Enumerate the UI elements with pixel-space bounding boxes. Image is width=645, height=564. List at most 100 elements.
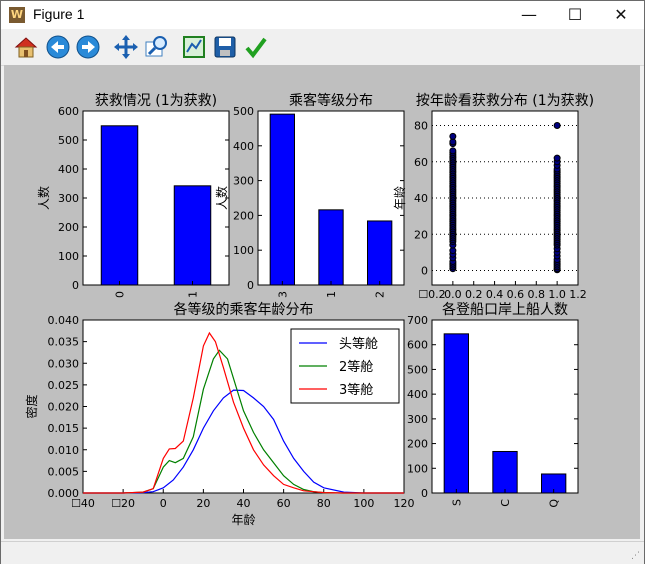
resize-grip-icon[interactable]: ⋰ — [631, 551, 640, 561]
embarked-chart-xtick-label: C — [499, 499, 512, 507]
status-bar: ⋰ — [1, 541, 644, 564]
title-bar[interactable]: W Figure 1 — ☐ ✕ — [1, 1, 644, 29]
embarked-chart-bar-S — [443, 333, 469, 494]
age-density-chart-legend-label-2: 2等舱 — [339, 359, 373, 375]
check-icon — [245, 37, 267, 59]
age-survival-scatter-xtick-label: 0.8 — [528, 288, 546, 301]
maximize-button[interactable]: ☐ — [567, 5, 583, 24]
pclass-chart-bar-3 — [269, 113, 295, 286]
survival-chart-xtick-label: 0 — [114, 291, 127, 298]
subplots-icon — [183, 36, 205, 58]
pclass-chart-xtick-label: 1 — [325, 291, 338, 298]
forward-button[interactable] — [75, 34, 101, 60]
pclass-chart-ytick-label: 400 — [233, 140, 254, 153]
age-density-chart-legend-label-3: 3等舱 — [339, 382, 373, 398]
survival-chart-ylabel: 人数 — [36, 186, 51, 210]
window-title: Figure 1 — [33, 6, 85, 22]
age-density-chart-ytick-label: 0.025 — [48, 379, 80, 392]
age-survival-scatter-point — [449, 132, 457, 140]
age-survival-scatter-xtick-label: 1.2 — [569, 288, 587, 301]
age-survival-scatter-ytick-label: 0 — [421, 265, 428, 278]
matplotlib-app-icon: W — [9, 7, 25, 23]
age-density-chart-xtick-label: 0 — [160, 497, 167, 510]
age-survival-scatter-ytick-label: 20 — [414, 228, 428, 241]
age-density-chart-series-line-1 — [83, 389, 404, 494]
age-survival-scatter-xtick-label: 0.0 — [444, 288, 462, 301]
zoom-button[interactable] — [143, 34, 169, 60]
age-density-chart-xtick-label: 120 — [394, 497, 415, 510]
age-survival-scatter-xtick-label: 0.4 — [486, 288, 504, 301]
back-button[interactable] — [45, 34, 71, 60]
pclass-chart-bar-2 — [367, 220, 393, 286]
embarked-chart-xtick-label: Q — [548, 499, 561, 508]
home-button[interactable] — [13, 34, 39, 60]
survival-chart-bar-1 — [173, 185, 212, 286]
age-survival-scatter-ytick-label: 40 — [414, 192, 428, 205]
age-density-chart-series-line-3 — [83, 331, 404, 494]
pclass-chart-bar-1 — [318, 209, 344, 286]
age-survival-scatter-point — [449, 147, 457, 155]
age-density-chart-xtick-label: 80 — [317, 497, 331, 510]
save-button[interactable] — [212, 34, 238, 60]
age-density-chart-title: 各等级的乘客年龄分布 — [174, 301, 314, 318]
navigation-toolbar — [1, 29, 644, 66]
pclass-chart-ytick-label: 500 — [233, 105, 254, 118]
figure-canvas[interactable]: 获救情况 (1为获救) 0 100 200 300 400 500 600 0 1 人数 乘客等级分布… — [4, 65, 640, 539]
pclass-chart-title: 乘客等级分布 — [289, 92, 373, 109]
home-icon — [14, 37, 38, 58]
survival-chart-title: 获救情况 (1为获救) — [95, 93, 217, 109]
pclass-chart-ytick-label: 0 — [247, 279, 254, 292]
back-arrow-icon — [46, 35, 70, 59]
survival-chart-ytick-label: 400 — [58, 163, 79, 176]
age-survival-scatter-xtick-label: 1.0 — [548, 288, 566, 301]
embarked-chart-bar-C — [492, 450, 518, 494]
subplots-button[interactable] — [181, 34, 207, 60]
embarked-chart-ytick-label: 600 — [407, 339, 428, 352]
survival-chart-ytick-label: 600 — [58, 105, 79, 118]
embarked-chart-ytick-label: 100 — [407, 462, 428, 475]
pan-button[interactable] — [113, 34, 139, 60]
age-survival-scatter-point — [553, 154, 561, 162]
age-density-chart-xtick-label: 40 — [237, 497, 251, 510]
pclass-chart-ylabel: 人数 — [214, 186, 229, 210]
forward-arrow-icon — [76, 35, 100, 59]
age-survival-scatter-xtick-label: 0.2 — [465, 288, 483, 301]
age-density-chart-ytick-label: 0.010 — [48, 444, 80, 457]
survival-chart-ytick-label: 0 — [72, 279, 79, 292]
survival-chart-ytick-label: 200 — [58, 221, 79, 234]
close-button[interactable]: ✕ — [614, 5, 628, 24]
age-density-chart-ytick-label: 0.030 — [48, 357, 80, 370]
age-density-chart-ytick-label: 0.000 — [48, 487, 80, 500]
age-density-chart-xtick-label: 100 — [353, 497, 374, 510]
age-density-chart-ylabel: 密度 — [24, 394, 39, 418]
embarked-chart-ytick-label: 500 — [407, 363, 428, 376]
age-survival-scatter-xtick-label: ☐0.2 — [418, 288, 445, 301]
age-density-chart-ytick-label: 0.005 — [48, 465, 80, 478]
age-survival-scatter-xtick-label: 0.6 — [507, 288, 525, 301]
minimize-button[interactable]: — — [521, 5, 537, 24]
embarked-chart-ytick-label: 400 — [407, 388, 428, 401]
save-icon — [214, 36, 236, 58]
age-survival-scatter-ylabel: 年龄 — [393, 186, 407, 210]
embarked-chart-ytick-label: 300 — [407, 413, 428, 426]
pclass-chart-ytick-label: 100 — [233, 244, 254, 257]
age-survival-scatter-ytick-label: 80 — [414, 120, 428, 133]
pclass-chart-xtick-label: 2 — [374, 291, 387, 298]
age-survival-scatter-point — [553, 122, 561, 129]
embarked-chart-ytick-label: 200 — [407, 438, 428, 451]
survival-chart-bar-0 — [100, 125, 139, 286]
age-density-chart-xtick-label: 20 — [196, 497, 210, 510]
check-button[interactable] — [243, 34, 269, 60]
embarked-chart-xtick-label: S — [450, 499, 463, 506]
survival-chart-ytick-label: 100 — [58, 250, 79, 263]
embarked-chart-ytick-label: 0 — [421, 487, 428, 500]
pclass-chart-ytick-label: 300 — [233, 175, 254, 188]
age-density-chart-xtick-label: 60 — [277, 497, 291, 510]
age-survival-scatter-ytick-label: 60 — [414, 156, 428, 169]
pclass-chart-ytick-label: 200 — [233, 209, 254, 222]
embarked-chart-ytick-label: 700 — [407, 314, 428, 327]
age-density-chart-ytick-label: 0.040 — [48, 314, 80, 327]
age-density-chart-xlabel: 年龄 — [231, 513, 255, 527]
